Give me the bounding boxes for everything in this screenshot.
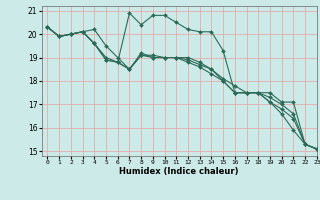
X-axis label: Humidex (Indice chaleur): Humidex (Indice chaleur) <box>119 167 239 176</box>
